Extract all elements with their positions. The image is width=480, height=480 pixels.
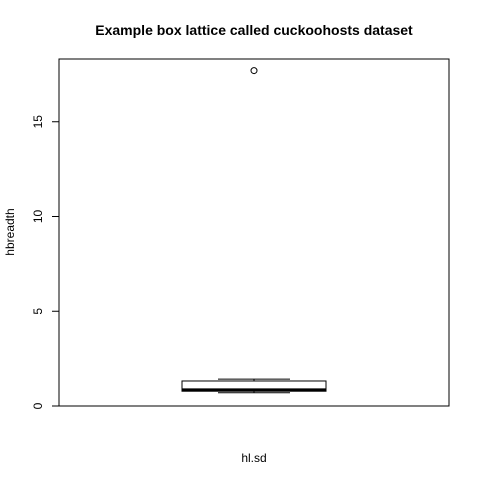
y-axis-label: hbreadth	[3, 208, 17, 255]
y-axis: 0 5 10 15	[31, 115, 60, 409]
y-tick-label: 15	[31, 115, 45, 129]
x-axis-label: hl.sd	[241, 451, 266, 465]
chart-title: Example box lattice called cuckoohosts d…	[95, 22, 413, 38]
plot-frame	[58, 58, 450, 407]
box-group	[181, 67, 327, 394]
outlier-point	[250, 67, 258, 75]
y-tick-label: 10	[31, 210, 45, 224]
y-tick-label: 0	[31, 402, 45, 409]
y-tick-label: 5	[31, 308, 45, 315]
